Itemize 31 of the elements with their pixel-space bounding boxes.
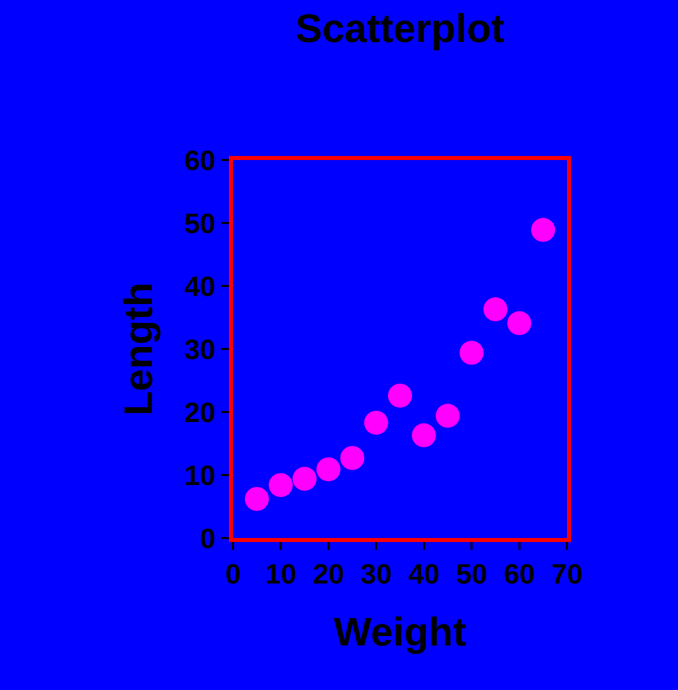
y-tick-label: 40 bbox=[184, 270, 216, 302]
point bbox=[460, 340, 484, 365]
point bbox=[436, 404, 460, 428]
y-tick-label: 50 bbox=[184, 208, 216, 239]
y-tick-label: 0 bbox=[200, 522, 216, 554]
point bbox=[388, 384, 412, 408]
point bbox=[412, 423, 436, 448]
y-axis-title: Length bbox=[117, 282, 162, 416]
y-tick-label: 20 bbox=[184, 396, 216, 428]
y-tick-label: 30 bbox=[184, 334, 216, 365]
x-tick-label: 10 bbox=[265, 558, 296, 590]
point bbox=[483, 297, 508, 322]
x-tick-label: 40 bbox=[408, 558, 440, 590]
point bbox=[316, 457, 340, 482]
y-tick-label: 10 bbox=[184, 460, 216, 491]
x-axis-title: Weight bbox=[334, 610, 466, 655]
point bbox=[531, 218, 556, 242]
point bbox=[292, 466, 317, 491]
x-tick-label: 0 bbox=[225, 558, 241, 590]
point bbox=[268, 473, 293, 498]
x-tick-label: 50 bbox=[456, 558, 488, 590]
x-tick-label: 70 bbox=[551, 558, 583, 590]
x-tick-label: 60 bbox=[504, 558, 535, 590]
x-tick-label: 30 bbox=[360, 558, 392, 590]
point bbox=[507, 311, 532, 336]
x-tick-label: 20 bbox=[312, 558, 344, 590]
point bbox=[364, 410, 388, 435]
chart-title: Scatterplot bbox=[296, 6, 504, 51]
point bbox=[244, 486, 269, 511]
point bbox=[340, 446, 364, 470]
y-tick-label: 60 bbox=[184, 144, 216, 176]
